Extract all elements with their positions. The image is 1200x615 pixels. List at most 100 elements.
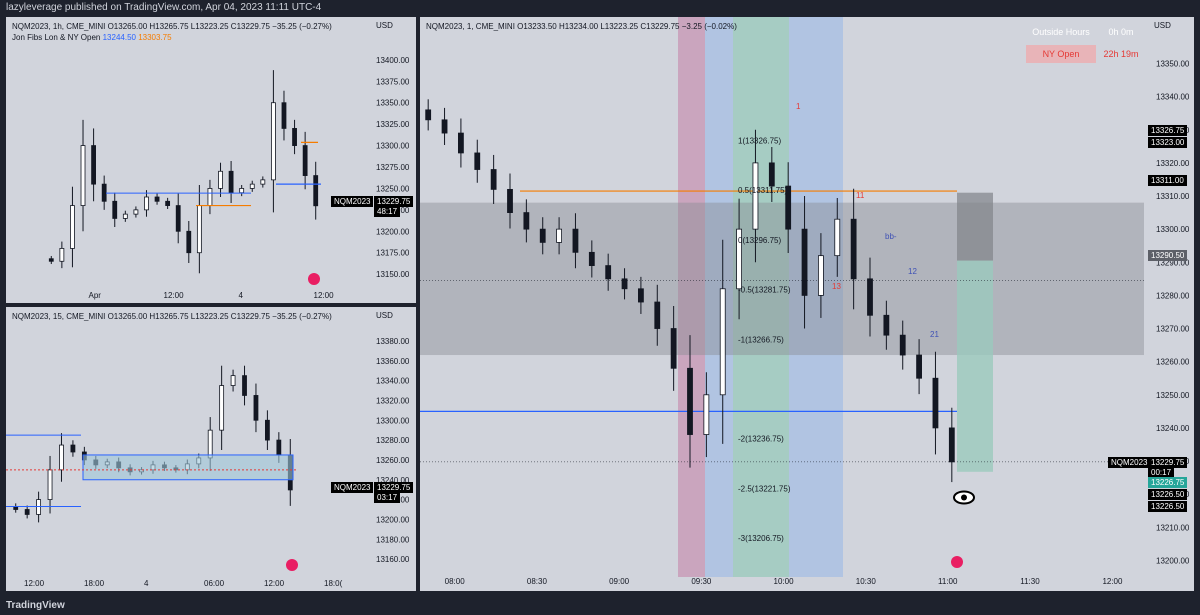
fib-level-label: 1(13326.75) — [738, 137, 781, 146]
chart-pane-15m[interactable]: 13380.00 13360.00 13340.00 13320.00 13300.00… — [6, 307, 416, 591]
indicator-row: Jon Fibs Lon & NY Open 13244.50 13303.75 — [12, 32, 332, 43]
candle-body — [47, 469, 53, 500]
legend-1m: NQM2023, 1, CME_MINI O13233.50 H13234.00… — [426, 21, 737, 32]
candle-body — [165, 200, 171, 206]
candle-body — [264, 419, 270, 441]
candle-body — [441, 119, 448, 134]
fib-level-label: 0.5(13311.75) — [738, 186, 788, 195]
range-box — [82, 454, 294, 481]
candle-body — [218, 170, 223, 189]
price-tick-label: 13360.00 — [376, 357, 410, 366]
fib-level-label: -0.5(13281.75) — [738, 286, 791, 295]
candle-body — [276, 439, 282, 456]
chart-annotation: bb- — [885, 232, 897, 241]
time-tick-label: 12:00 — [24, 579, 45, 588]
price-tick-label: 13200.00 — [1156, 556, 1190, 565]
candle-body — [883, 314, 890, 336]
time-tick-label: 12:00 — [314, 291, 335, 300]
price-tick-label: 13180.00 — [376, 535, 410, 544]
chart-annotation: 12 — [908, 267, 917, 276]
fib-level-label: 0(13296.75) — [738, 236, 781, 245]
price-tick-label: 13270.00 — [1156, 325, 1190, 334]
candle-body — [70, 205, 75, 249]
candle-body — [539, 228, 546, 243]
candle-body — [80, 145, 86, 206]
candle-body — [736, 228, 742, 290]
candle-body — [292, 128, 297, 146]
session-zone-red — [678, 17, 705, 577]
time-tick-label: 4 — [144, 579, 149, 588]
tv-event-icon — [308, 273, 320, 285]
candle-body — [175, 205, 181, 232]
publish-header: lazyleverage published on TradingView.co… — [0, 0, 1200, 16]
price-tag: 13229.75 — [374, 196, 414, 207]
price-tick-label: 13280.00 — [376, 436, 410, 445]
price-tick-label: 13320.00 — [376, 396, 410, 405]
legend-15m-title: NQM2023, 15, CME_MINI O13265.00 H13265.7… — [12, 312, 332, 321]
footer: TradingView — [0, 596, 1200, 615]
price-tick-label: 13240.00 — [1156, 424, 1190, 433]
candle-body — [818, 255, 824, 296]
candle-body — [719, 288, 726, 396]
candle-body — [154, 196, 160, 202]
time-tick-label: Apr — [89, 291, 102, 300]
session-zone-blue — [705, 17, 733, 577]
price-tick-label: 13210.00 — [1156, 523, 1190, 532]
price-tick-label: 13350.00 — [1156, 60, 1190, 69]
chart-pane-1h[interactable]: 13400.00 13375.00 13350.00 13325.00 13300.00… — [6, 17, 416, 303]
price-tag: 13229.75 — [374, 482, 414, 493]
candle-body — [605, 265, 612, 280]
candle-body — [271, 102, 276, 181]
indicator-value-blue: 13244.50 — [102, 33, 136, 42]
candle-body — [91, 145, 96, 185]
tv-event-icon — [951, 556, 963, 568]
symbol-tag: NQM2023 — [331, 196, 374, 207]
price-tick-label: 13290.00 — [1156, 258, 1190, 267]
candle-body — [932, 377, 939, 429]
chart-15m-canvas: 13380.00 13360.00 13340.00 13320.00 13300.00… — [6, 337, 410, 588]
candle-body — [253, 395, 259, 421]
legend-1h-title: NQM2023, 1h, CME_MINI O13265.00 H13265.7… — [12, 22, 332, 31]
fib-level-label: -2.5(13221.75) — [738, 484, 791, 493]
candle-body — [916, 354, 922, 379]
chart-pane-1m[interactable]: 1(13326.75) 0.5(13311.75) 0(13296.75) -0.5(… — [420, 17, 1194, 591]
price-tick-label: 13300.00 — [376, 416, 410, 425]
indicator-value-orange: 13303.75 — [138, 33, 172, 42]
right-price-tag: 13290.50 — [1148, 250, 1188, 261]
price-tick-label: 13150.00 — [376, 270, 410, 279]
candle-body — [249, 183, 255, 189]
symbol-tag: NQM2023 — [1108, 457, 1151, 468]
time-tick-label: 4 — [239, 291, 244, 300]
chart-1m-canvas: 1(13326.75) 0.5(13311.75) 0(13296.75) -0.5(… — [420, 17, 1190, 586]
ny-open-label: NY Open — [1026, 45, 1096, 63]
candle-body — [281, 102, 287, 129]
chart-annotation: 1 — [796, 102, 801, 111]
price-tick-label: 13350.00 — [376, 99, 410, 108]
chart-1h-canvas: 13400.00 13375.00 13350.00 13325.00 13300.00… — [48, 56, 410, 300]
candle-body — [242, 375, 247, 396]
right-price-tag: 13311.00 — [1148, 175, 1187, 186]
price-tag: 13229.75 — [1148, 457, 1188, 468]
candle-body — [48, 258, 54, 262]
price-tick-label: 13340.00 — [376, 377, 410, 386]
legend-1h: NQM2023, 1h, CME_MINI O13265.00 H13265.7… — [12, 21, 332, 43]
price-tick-label: 13200.00 — [376, 515, 410, 524]
price-tick-label: 13260.00 — [376, 456, 410, 465]
candle-body — [801, 228, 808, 296]
price-tick-label: 13375.00 — [376, 77, 410, 86]
legend-1m-title: NQM2023, 1, CME_MINI O13233.50 H13234.00… — [426, 22, 737, 31]
legend-15m: NQM2023, 15, CME_MINI O13265.00 H13265.7… — [12, 311, 332, 322]
price-tick-label: 13400.00 — [376, 56, 410, 65]
chart-annotation: 21 — [930, 330, 939, 339]
timer-tag: 00:17 — [1148, 467, 1175, 478]
fib-level-label: -3(13206.75) — [738, 534, 784, 543]
timer-tag: 03:17 — [374, 492, 401, 503]
candle-body — [59, 444, 64, 471]
time-tick-label: 11:30 — [1020, 577, 1040, 586]
candle-body — [474, 152, 481, 170]
position-target-zone — [957, 260, 993, 472]
price-tick-label: 13240.00 — [376, 476, 410, 485]
candle-body — [207, 188, 213, 206]
time-tick-label: 09:00 — [609, 577, 630, 586]
price-tick-label: 13380.00 — [376, 337, 410, 346]
